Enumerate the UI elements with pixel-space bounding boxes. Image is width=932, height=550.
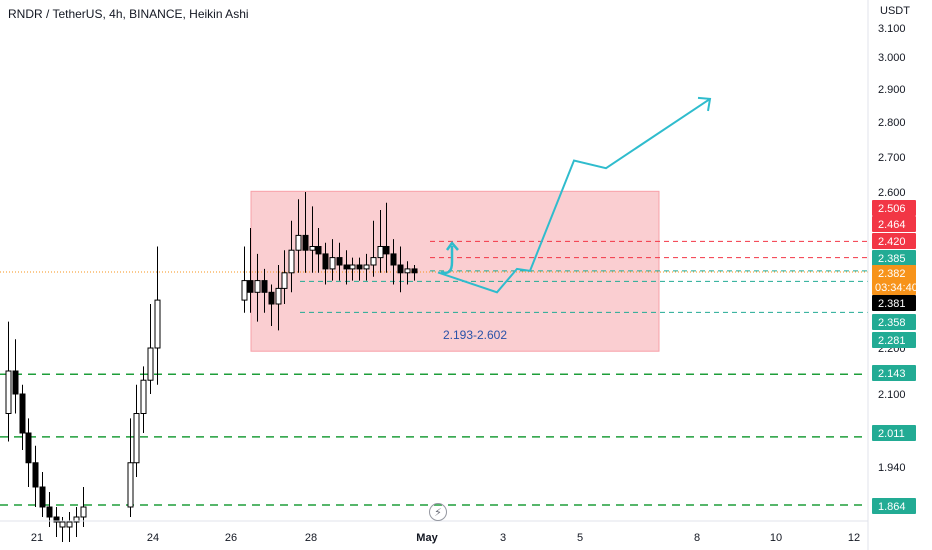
price-badge-label: 2.382 (878, 268, 906, 280)
candle-body (32, 462, 39, 488)
price-badge-label: 2.464 (878, 219, 906, 231)
price-badge (872, 332, 916, 348)
candle-body (281, 272, 288, 289)
price-badge-label: 2.381 (878, 298, 906, 310)
price-badge (872, 250, 916, 266)
x-tick-label: 3 (500, 532, 506, 544)
x-tick-label: May (416, 532, 438, 544)
x-tick-label: 12 (848, 532, 860, 544)
candle-body (147, 347, 154, 381)
price-badge (872, 233, 916, 249)
y-tick-label: 2.800 (878, 117, 906, 129)
x-tick-label: 8 (694, 532, 700, 544)
candle-body (247, 280, 254, 293)
candle-body (288, 249, 295, 274)
price-badge (872, 265, 916, 295)
candle-body (356, 264, 363, 270)
price-badge (872, 216, 916, 232)
candle-body (241, 280, 248, 301)
x-tick-label: 26 (225, 532, 237, 544)
candle-body (73, 516, 80, 523)
projection-arrowhead (697, 96, 712, 112)
candle-body (268, 291, 275, 305)
candle-body (5, 370, 12, 414)
time-axis: 21 24 26 28 May 3 5 8 10 12 (0, 520, 868, 544)
x-tick-label: 21 (31, 532, 43, 544)
price-badge (872, 295, 916, 311)
y-tick-label: 2.100 (878, 389, 906, 401)
y-tick-label: 2.900 (878, 84, 906, 96)
y-tick-label: 3.100 (878, 23, 906, 35)
candle-body (370, 257, 377, 266)
chart-title: RNDR / TetherUS, 4h, BINANCE, Heikin Ash… (8, 7, 249, 21)
candle-body (133, 413, 140, 464)
price-badge-label: 1.864 (878, 501, 906, 513)
price-badge-countdown: 03:34:40 (875, 282, 918, 294)
plot-area: 2.193-2.602 (0, 96, 868, 542)
candle-body (309, 246, 316, 251)
y-tick-label: 2.600 (878, 187, 906, 199)
currency-label: USDT (880, 5, 910, 17)
candle-body (154, 299, 161, 349)
y-tick-label: 1.940 (878, 462, 906, 474)
candle-body (383, 246, 390, 255)
price-badge (872, 365, 916, 381)
x-tick-label: 5 (577, 532, 583, 544)
price-badge (872, 200, 916, 216)
price-badge-label: 2.281 (878, 335, 906, 347)
candle-body (46, 506, 53, 518)
range-box-label: 2.193-2.602 (443, 328, 507, 342)
candle-body (343, 264, 350, 270)
x-tick-label: 10 (770, 532, 782, 544)
candle-body (329, 257, 336, 270)
candle-body (261, 280, 268, 293)
price-badge-label: 2.358 (878, 317, 906, 329)
candle-body (275, 287, 282, 305)
candle-body (377, 246, 384, 259)
price-badge-label: 2.143 (878, 368, 906, 380)
candle-body (404, 268, 411, 274)
candle-body (390, 253, 397, 266)
y-tick-label: 2.700 (878, 152, 906, 164)
price-axis: 3.1003.0002.9002.8002.7002.6002.5002.400… (867, 0, 918, 550)
price-badge (872, 498, 916, 514)
candle-body (295, 234, 302, 251)
candle-body (322, 253, 329, 270)
y-tick-label: 3.000 (878, 52, 906, 64)
candle-body (254, 280, 261, 293)
candle-body (80, 506, 87, 518)
flash-icon[interactable]: ⚡ (429, 503, 447, 521)
price-badge-label: 2.506 (878, 203, 906, 215)
price-badge-label: 2.420 (878, 236, 906, 248)
candle-body (349, 264, 356, 270)
price-badge-label: 2.385 (878, 253, 906, 265)
candle-body (302, 234, 309, 251)
candle-body (25, 432, 32, 464)
candle-body (53, 516, 60, 523)
x-tick-label: 28 (305, 532, 317, 544)
x-tick-label: 24 (147, 532, 159, 544)
price-badge-label: 2.011 (878, 428, 905, 440)
candle-body (315, 246, 322, 255)
candle-body (411, 268, 418, 274)
candle-body (39, 486, 46, 508)
candle-body (127, 462, 134, 508)
price-badge (872, 425, 916, 441)
candle-body (59, 521, 66, 528)
candle-body (12, 370, 19, 395)
candle-body (397, 264, 404, 274)
bounce-arrow (440, 240, 459, 275)
candle-body (66, 521, 73, 528)
candle-body (19, 393, 26, 434)
price-badge (872, 314, 916, 330)
candle-body (140, 379, 147, 415)
projection-line (437, 98, 711, 294)
candle-body (363, 264, 370, 270)
candle-body (336, 257, 343, 266)
